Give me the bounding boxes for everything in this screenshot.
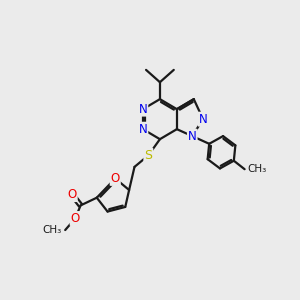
Text: CH₃: CH₃ bbox=[43, 225, 62, 235]
Text: N: N bbox=[188, 130, 197, 142]
Text: N: N bbox=[139, 123, 147, 136]
Text: O: O bbox=[70, 212, 80, 225]
Text: O: O bbox=[111, 172, 120, 185]
Text: CH₃: CH₃ bbox=[247, 164, 266, 174]
Text: O: O bbox=[68, 188, 77, 201]
Text: N: N bbox=[139, 103, 147, 116]
Text: S: S bbox=[144, 149, 152, 162]
Text: N: N bbox=[199, 113, 207, 126]
